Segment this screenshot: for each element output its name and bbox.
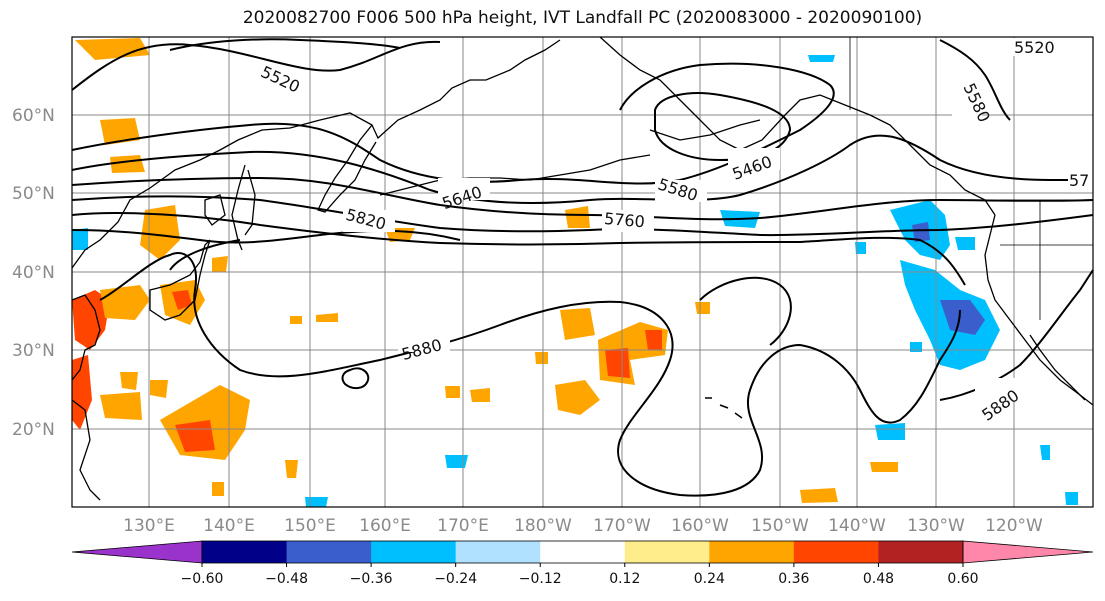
lon-label-160w: 160°W <box>671 516 729 536</box>
colorbar-tick-label: −0.24 <box>434 571 477 587</box>
colorbar-extend-high <box>962 540 1094 564</box>
ivt-positive-shading <box>72 38 898 503</box>
colorbar: −0.60 −0.48 −0.36 −0.24 −0.12 0.12 0.24 0.36 0.4… <box>71 540 1094 587</box>
coastlines <box>71 36 1094 501</box>
colorbar-segment <box>286 541 372 563</box>
colorbar-segment <box>202 541 288 563</box>
colorbar-tick-label: 0.48 <box>863 571 894 587</box>
colorbar-tick-label: 0.36 <box>778 571 809 587</box>
lon-label-180w: 180°W <box>514 516 572 536</box>
colorbar-tick-label: 0.60 <box>947 571 978 587</box>
lon-label-140w: 140°W <box>828 516 886 536</box>
lat-label-50n: 50°N <box>12 184 55 204</box>
contour-label-57-edge: 57 <box>1069 171 1089 190</box>
colorbar-tick-label: −0.48 <box>265 571 308 587</box>
colorbar-tick-label: 0.24 <box>694 571 725 587</box>
latitude-labels: 60°N 50°N 40°N 30°N 20°N <box>12 106 55 440</box>
colorbar-segment <box>624 541 710 563</box>
lat-label-40n: 40°N <box>12 263 55 283</box>
colorbar-tick-label: −0.36 <box>350 571 393 587</box>
map-frame <box>71 36 1094 508</box>
lon-label-130e: 130°E <box>123 516 175 536</box>
lat-label-60n: 60°N <box>12 106 55 126</box>
longitude-labels: 130°E 140°E 150°E 160°E 170°E 180°W 170°… <box>123 516 1043 536</box>
colorbar-tick-label: 0.12 <box>609 571 640 587</box>
colorbar-tick-label: −0.12 <box>519 571 562 587</box>
lon-label-150e: 150°E <box>284 516 336 536</box>
lon-label-170w: 170°W <box>593 516 651 536</box>
lon-label-150w: 150°W <box>751 516 809 536</box>
colorbar-tick-label: −0.60 <box>181 571 224 587</box>
colorbar-outline <box>201 540 964 564</box>
colorbar-segment <box>455 541 541 563</box>
lon-label-160e: 160°E <box>359 516 411 536</box>
lon-label-170e: 170°E <box>437 516 489 536</box>
lat-label-20n: 20°N <box>12 420 55 440</box>
lat-label-30n: 30°N <box>12 341 55 361</box>
lon-label-120w: 120°W <box>985 516 1043 536</box>
colorbar-segment <box>371 541 457 563</box>
contour-label-5520-east: 5520 <box>1014 38 1055 57</box>
contour-label-5760: 5760 <box>603 209 645 231</box>
height-contours <box>71 38 1094 497</box>
colorbar-extend-low <box>71 540 203 564</box>
graticule <box>72 37 1093 507</box>
map-title: 2020082700 F006 500 hPa height, IVT Land… <box>242 8 923 28</box>
colorbar-segment <box>709 541 795 563</box>
colorbar-segment <box>540 541 626 563</box>
colorbar-segment <box>793 541 879 563</box>
colorbar-segment <box>878 541 964 563</box>
lon-label-140e: 140°E <box>203 516 255 536</box>
lon-label-130w: 130°W <box>907 516 965 536</box>
